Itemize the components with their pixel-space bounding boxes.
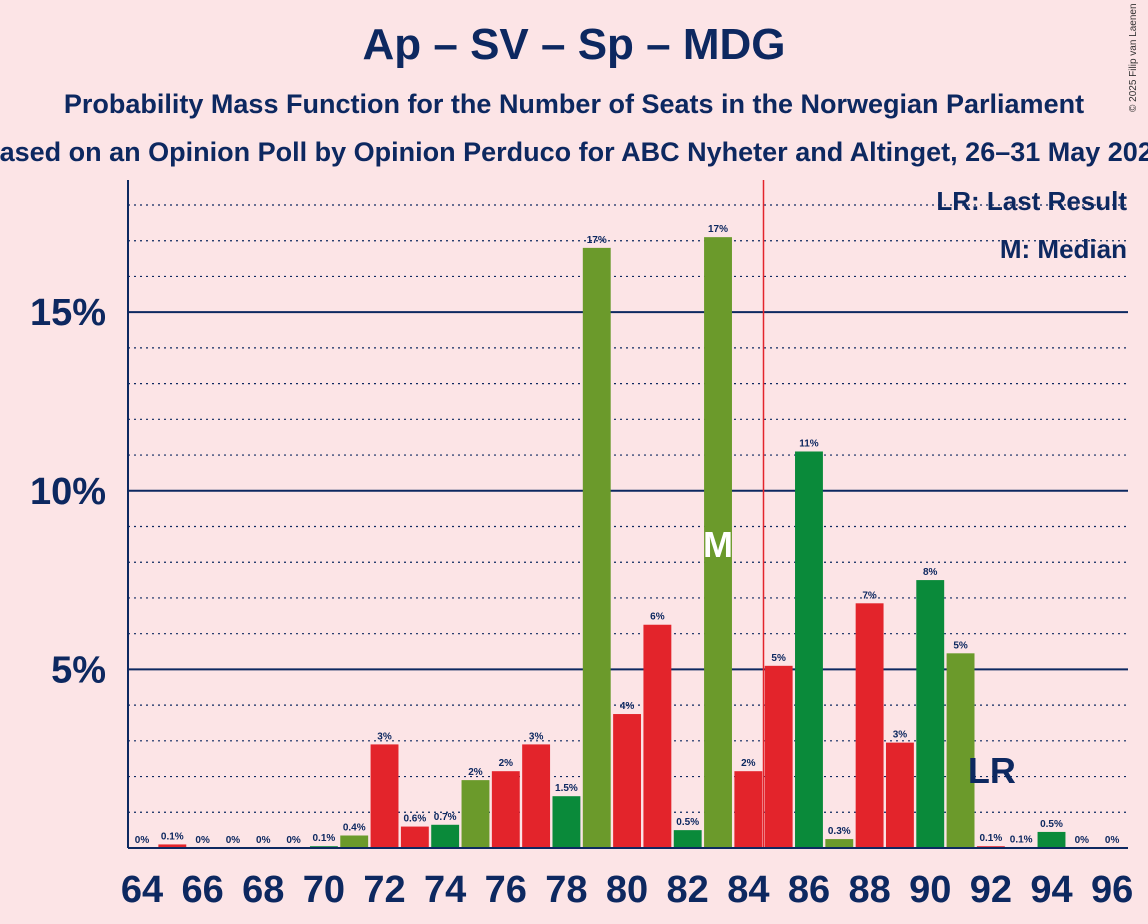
bar xyxy=(400,826,429,848)
y-tick-label: 5% xyxy=(51,649,106,691)
bar-value-label: 4% xyxy=(620,701,635,712)
x-tick-label: 96 xyxy=(1091,869,1133,911)
bar xyxy=(643,624,672,848)
bar-series xyxy=(158,237,1066,849)
bar xyxy=(613,714,642,848)
bar-value-label: 6% xyxy=(650,612,665,623)
legend-last-result: LR: Last Result xyxy=(936,186,1127,216)
y-tick-label: 10% xyxy=(30,471,106,513)
bar xyxy=(855,603,884,848)
bar-value-label: 3% xyxy=(377,731,392,742)
x-tick-label: 78 xyxy=(545,869,587,911)
bar-value-label: 0.5% xyxy=(676,817,699,828)
bar-value-label: 0.7% xyxy=(434,812,457,823)
bar-value-label: 0.4% xyxy=(343,822,366,833)
x-tick-label: 92 xyxy=(970,869,1012,911)
bar xyxy=(431,824,460,848)
bar-value-label: 5% xyxy=(771,653,786,664)
bar xyxy=(825,839,854,848)
bar-value-label: 3% xyxy=(529,731,544,742)
bar xyxy=(704,237,732,848)
x-tick-label: 90 xyxy=(909,869,951,911)
bar-value-label: 2% xyxy=(499,758,514,769)
x-tick-label: 86 xyxy=(788,869,830,911)
axes: 5% 10% 15% 64 66 68 70 72 74 76 78 80 82 84 86 88 90 92 94… xyxy=(30,180,1133,911)
bar-value-label: 0% xyxy=(195,835,210,846)
bar xyxy=(764,665,793,848)
bar xyxy=(461,780,490,848)
y-tick-label: 15% xyxy=(30,292,106,334)
x-tick-label: 82 xyxy=(667,869,709,911)
x-tick-label: 74 xyxy=(424,869,466,911)
bar-value-label: 0% xyxy=(226,835,241,846)
bar xyxy=(158,844,187,848)
bar-value-label: 0% xyxy=(135,835,150,846)
bar xyxy=(491,771,520,848)
bar-value-label: 0.5% xyxy=(1040,819,1063,830)
x-tick-label: 84 xyxy=(727,869,769,911)
bar-value-label: 1.5% xyxy=(555,783,578,794)
bar-value-label: 5% xyxy=(953,640,968,651)
last-result-marker: LR xyxy=(968,750,1016,791)
x-tick-label: 64 xyxy=(121,869,163,911)
bar-value-label: 0.1% xyxy=(979,833,1002,844)
x-tick-label: 70 xyxy=(303,869,345,911)
bar-value-label: 11% xyxy=(799,438,819,449)
bar-value-label: 17% xyxy=(708,224,728,235)
bar-value-label: 7% xyxy=(862,590,877,601)
markers: M LR xyxy=(703,524,1016,791)
x-tick-label: 88 xyxy=(848,869,890,911)
bar-value-label: 3% xyxy=(893,730,908,741)
bar xyxy=(582,247,611,849)
bar-value-label: 0.1% xyxy=(1010,834,1033,845)
chart-title: Ap – SV – Sp – MDG xyxy=(362,20,786,69)
bar xyxy=(673,830,702,848)
bar xyxy=(522,744,551,848)
bar xyxy=(916,580,945,848)
bar-value-label: 0% xyxy=(1105,835,1120,846)
x-tick-label: 94 xyxy=(1030,869,1072,911)
bar-value-label: 8% xyxy=(923,567,938,578)
bar-value-label: 2% xyxy=(741,758,756,769)
bar-value-label: 0.1% xyxy=(313,833,336,844)
bar-value-label: 17% xyxy=(587,235,607,246)
bar xyxy=(340,835,369,848)
chart-subtitle: Probability Mass Function for the Number… xyxy=(63,89,1085,119)
bar xyxy=(734,771,763,848)
bar xyxy=(370,744,399,848)
bar-value-label: 0% xyxy=(286,835,301,846)
bar xyxy=(1037,831,1066,848)
bar xyxy=(885,742,914,848)
chart-source: Based on an Opinion Poll by Opinion Perd… xyxy=(0,137,1148,167)
bar xyxy=(946,653,975,848)
bar-value-label: 2% xyxy=(468,767,483,778)
legend-median: M: Median xyxy=(1000,234,1127,264)
median-marker: M xyxy=(703,524,733,565)
bar-labels: 0% 0.1% 0% 0% 0% 0% 0.1% 0.4% 3% 0.6% 0.7% 2% 2% 3% 1.… xyxy=(135,224,1120,846)
x-tick-label: 80 xyxy=(606,869,648,911)
bar xyxy=(795,451,823,848)
x-tick-label: 72 xyxy=(363,869,405,911)
bar-value-label: 0.3% xyxy=(828,826,851,837)
x-tick-label: 66 xyxy=(181,869,223,911)
x-tick-label: 68 xyxy=(242,869,284,911)
bar-value-label: 0.1% xyxy=(161,831,184,842)
x-tick-label: 76 xyxy=(485,869,527,911)
bar-value-label: 0% xyxy=(1075,835,1090,846)
bar-value-label: 0% xyxy=(256,835,271,846)
bar-value-label: 0.6% xyxy=(403,814,426,825)
bar xyxy=(552,796,581,848)
